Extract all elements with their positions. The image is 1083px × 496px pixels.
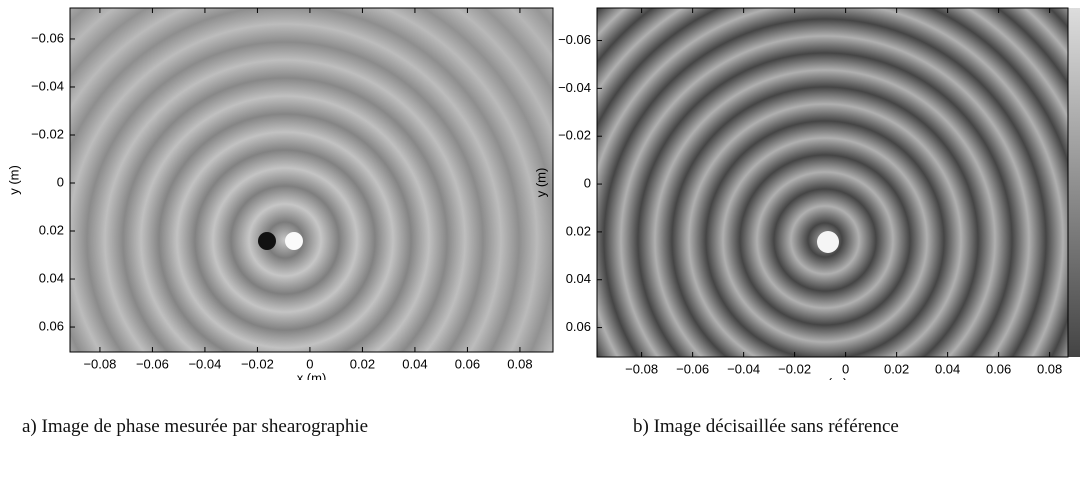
x-tick-label: 0.08 (507, 356, 532, 371)
image-2 (597, 8, 1080, 357)
x-tick-label: 0.06 (455, 356, 480, 371)
x-axis-label: x (m) (818, 375, 848, 380)
x-tick-label: −0.08 (625, 361, 658, 376)
x-tick-label: −0.08 (83, 356, 116, 371)
y-tick-label: 0.04 (39, 270, 64, 285)
x-tick-label: 0.06 (986, 361, 1011, 376)
x-tick-label: 0.08 (1037, 361, 1062, 376)
caption-text: Image de phase mesurée par shearographie (41, 416, 369, 437)
x-tick-label: 0.02 (884, 361, 909, 376)
caption-text: Image décisaillée sans référence (653, 416, 899, 437)
x-tick-label: −0.04 (188, 356, 221, 371)
x-tick-label: −0.06 (136, 356, 169, 371)
y-tick-label: 0.02 (39, 222, 64, 237)
y-tick-label: 0.06 (39, 318, 64, 333)
x-tick-label: 0 (306, 356, 313, 371)
y-axis-label: y (m) (533, 168, 548, 198)
x-tick-label: 0 (842, 361, 849, 376)
caption: b) Image décisaillée sans référence (633, 414, 1083, 440)
y-tick-label: −0.06 (31, 30, 64, 45)
x-axis-label: x (m) (297, 370, 327, 380)
y-tick-label: 0.02 (566, 223, 591, 238)
x-tick-label: 0.04 (935, 361, 960, 376)
caption-label: b) (633, 416, 649, 437)
x-tick-label: 0.04 (402, 356, 427, 371)
y-axis-label: y (m) (6, 165, 21, 195)
y-tick-label: 0 (584, 175, 591, 190)
y-tick-label: −0.02 (558, 128, 591, 143)
y-tick-label: −0.06 (558, 32, 591, 47)
caption: a) Image de phase mesurée par shearograp… (22, 414, 522, 440)
x-tick-label: −0.02 (778, 361, 811, 376)
y-tick-label: −0.04 (31, 78, 64, 93)
colorbar (1068, 8, 1080, 357)
caption-label: a) (22, 416, 37, 437)
image-1 (70, 8, 553, 352)
x-tick-label: −0.06 (676, 361, 709, 376)
y-tick-label: −0.04 (558, 80, 591, 95)
x-tick-label: −0.04 (727, 361, 760, 376)
axes-frame (596, 7, 1069, 358)
y-tick-label: 0.06 (566, 319, 591, 334)
y-tick-label: −0.02 (31, 126, 64, 141)
x-tick-label: 0.02 (350, 356, 375, 371)
x-tick-label: −0.02 (241, 356, 274, 371)
figure: −0.08 −0.06 −0.04 −0.02 0 0.02 0.04 0.06 0.08 −0.… (6, 7, 1080, 380)
y-tick-label: 0.04 (566, 271, 591, 286)
axes-frame (69, 7, 554, 353)
y-tick-label: 0 (57, 174, 64, 189)
